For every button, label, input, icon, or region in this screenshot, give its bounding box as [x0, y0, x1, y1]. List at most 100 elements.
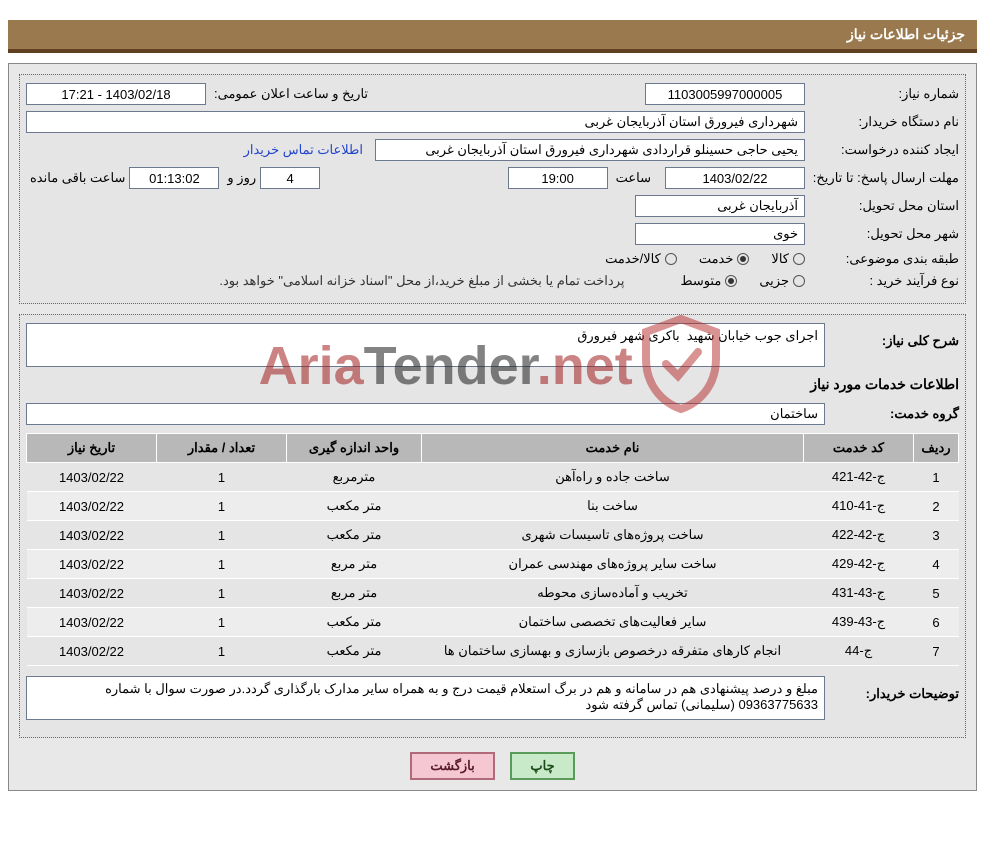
table-cell: 4 — [914, 550, 959, 579]
table-cell: 6 — [914, 608, 959, 637]
table-cell: ج-42-422 — [804, 521, 914, 550]
services-table: ردیف کد خدمت نام خدمت واحد اندازه گیری ت… — [26, 433, 959, 666]
print-button[interactable]: چاپ — [510, 752, 574, 780]
label-deadline: مهلت ارسال پاسخ: تا تاریخ: — [809, 170, 959, 186]
field-req-number: 1103005997000005 — [645, 83, 805, 105]
table-cell: 3 — [914, 521, 959, 550]
radio-icon — [665, 253, 677, 265]
field-service-group: ساختمان — [26, 403, 825, 425]
label-hour: ساعت — [612, 170, 651, 186]
label-day-and: روز و — [223, 170, 256, 186]
table-cell: 1403/02/22 — [27, 579, 157, 608]
table-row: 1ج-42-421ساخت جاده و راه‌آهنمترمربع11403… — [27, 463, 959, 492]
th-name: نام خدمت — [422, 434, 804, 463]
table-cell: ساخت سایر پروژه‌های مهندسی عمران — [422, 550, 804, 579]
field-creator: یحیی حاجی حسینلو قراردادی شهرداری فیرورق… — [375, 139, 805, 161]
radio-icon — [793, 275, 805, 287]
table-cell: مترمربع — [287, 463, 422, 492]
table-cell: 1403/02/22 — [27, 492, 157, 521]
label-org: نام دستگاه خریدار: — [809, 114, 959, 130]
textarea-general-desc[interactable] — [26, 323, 825, 367]
th-unit: واحد اندازه گیری — [287, 434, 422, 463]
label-req-number: شماره نیاز: — [809, 86, 959, 102]
table-cell: 5 — [914, 579, 959, 608]
table-cell: 1403/02/22 — [27, 637, 157, 666]
button-row: چاپ بازگشت — [19, 752, 966, 780]
field-deadline-days: 4 — [260, 167, 320, 189]
label-city: شهر محل تحویل: — [809, 226, 959, 242]
table-row: 4ج-42-429ساخت سایر پروژه‌های مهندسی عمرا… — [27, 550, 959, 579]
table-cell: متر مربع — [287, 550, 422, 579]
label-service-group: گروه خدمت: — [829, 406, 959, 422]
buyer-contact-link[interactable]: اطلاعات تماس خریدار — [244, 142, 363, 158]
table-cell: ساخت جاده و راه‌آهن — [422, 463, 804, 492]
table-cell: ج-41-410 — [804, 492, 914, 521]
label-remaining: ساعت باقی مانده — [26, 170, 125, 186]
label-creator: ایجاد کننده درخواست: — [809, 142, 959, 158]
table-cell: متر مکعب — [287, 521, 422, 550]
table-cell: تخریب و آماده‌سازی محوطه — [422, 579, 804, 608]
table-cell: متر مکعب — [287, 608, 422, 637]
table-row: 3ج-42-422ساخت پروژه‌های تاسیسات شهریمتر … — [27, 521, 959, 550]
field-deadline-date: 1403/02/22 — [665, 167, 805, 189]
table-cell: ساخت بنا — [422, 492, 804, 521]
main-container: AriaTender.net شماره نیاز: 1103005997000… — [8, 63, 977, 791]
radio-icon — [793, 253, 805, 265]
payment-note: پرداخت تمام یا بخشی از مبلغ خرید،از محل … — [219, 273, 624, 289]
radio-icon — [737, 253, 749, 265]
table-cell: 1 — [157, 608, 287, 637]
table-cell: متر مربع — [287, 579, 422, 608]
table-cell: 7 — [914, 637, 959, 666]
table-cell: ج-44 — [804, 637, 914, 666]
table-cell: سایر فعالیت‌های تخصصی ساختمان — [422, 608, 804, 637]
field-announce-date: 1403/02/18 - 17:21 — [26, 83, 206, 105]
table-cell: 1403/02/22 — [27, 463, 157, 492]
table-cell: 1 — [157, 463, 287, 492]
label-subject-cat: طبقه بندی موضوعی: — [809, 251, 959, 267]
header-title: جزئیات اطلاعات نیاز — [847, 26, 965, 42]
th-row: ردیف — [914, 434, 959, 463]
label-general-desc: شرح کلی نیاز: — [829, 323, 959, 349]
services-title: اطلاعات خدمات مورد نیاز — [26, 376, 959, 393]
info-section: شماره نیاز: 1103005997000005 تاریخ و ساع… — [19, 74, 966, 304]
table-cell: 2 — [914, 492, 959, 521]
field-province: آذربایجان غربی — [635, 195, 805, 217]
table-cell: ج-42-421 — [804, 463, 914, 492]
field-deadline-hour: 19:00 — [508, 167, 608, 189]
radio-service[interactable]: خدمت — [699, 251, 750, 267]
th-qty: تعداد / مقدار — [157, 434, 287, 463]
label-province: استان محل تحویل: — [809, 198, 959, 214]
table-cell: 1403/02/22 — [27, 521, 157, 550]
table-cell: ج-42-429 — [804, 550, 914, 579]
textarea-buyer-desc[interactable] — [26, 676, 825, 720]
table-row: 2ج-41-410ساخت بنامتر مکعب11403/02/22 — [27, 492, 959, 521]
th-date: تاریخ نیاز — [27, 434, 157, 463]
table-cell: ج-43-439 — [804, 608, 914, 637]
table-cell: ساخت پروژه‌های تاسیسات شهری — [422, 521, 804, 550]
table-cell: متر مکعب — [287, 492, 422, 521]
details-section: شرح کلی نیاز: اطلاعات خدمات مورد نیاز گر… — [19, 314, 966, 738]
table-cell: متر مکعب — [287, 637, 422, 666]
back-button[interactable]: بازگشت — [410, 752, 494, 780]
field-deadline-counter: 01:13:02 — [129, 167, 219, 189]
table-cell: 1 — [157, 492, 287, 521]
table-cell: انجام کارهای متفرقه درخصوص بازسازی و بهس… — [422, 637, 804, 666]
table-cell: 1 — [157, 579, 287, 608]
table-row: 6ج-43-439سایر فعالیت‌های تخصصی ساختمانمت… — [27, 608, 959, 637]
label-announce-date: تاریخ و ساعت اعلان عمومی: — [210, 86, 368, 102]
table-cell: 1 — [157, 637, 287, 666]
radio-minor[interactable]: جزیی — [759, 273, 805, 289]
field-city: خوی — [635, 223, 805, 245]
radio-goods[interactable]: کالا — [771, 251, 805, 267]
radio-icon — [725, 275, 737, 287]
label-buy-type: نوع فرآیند خرید : — [809, 273, 959, 289]
table-cell: 1 — [157, 550, 287, 579]
radio-goods-service[interactable]: کالا/خدمت — [605, 251, 677, 267]
table-cell: 1 — [914, 463, 959, 492]
radio-medium[interactable]: متوسط — [680, 273, 737, 289]
table-cell: 1 — [157, 521, 287, 550]
label-buyer-desc: توضیحات خریدار: — [829, 676, 959, 702]
table-row: 7ج-44انجام کارهای متفرقه درخصوص بازسازی … — [27, 637, 959, 666]
th-code: کد خدمت — [804, 434, 914, 463]
table-cell: 1403/02/22 — [27, 608, 157, 637]
